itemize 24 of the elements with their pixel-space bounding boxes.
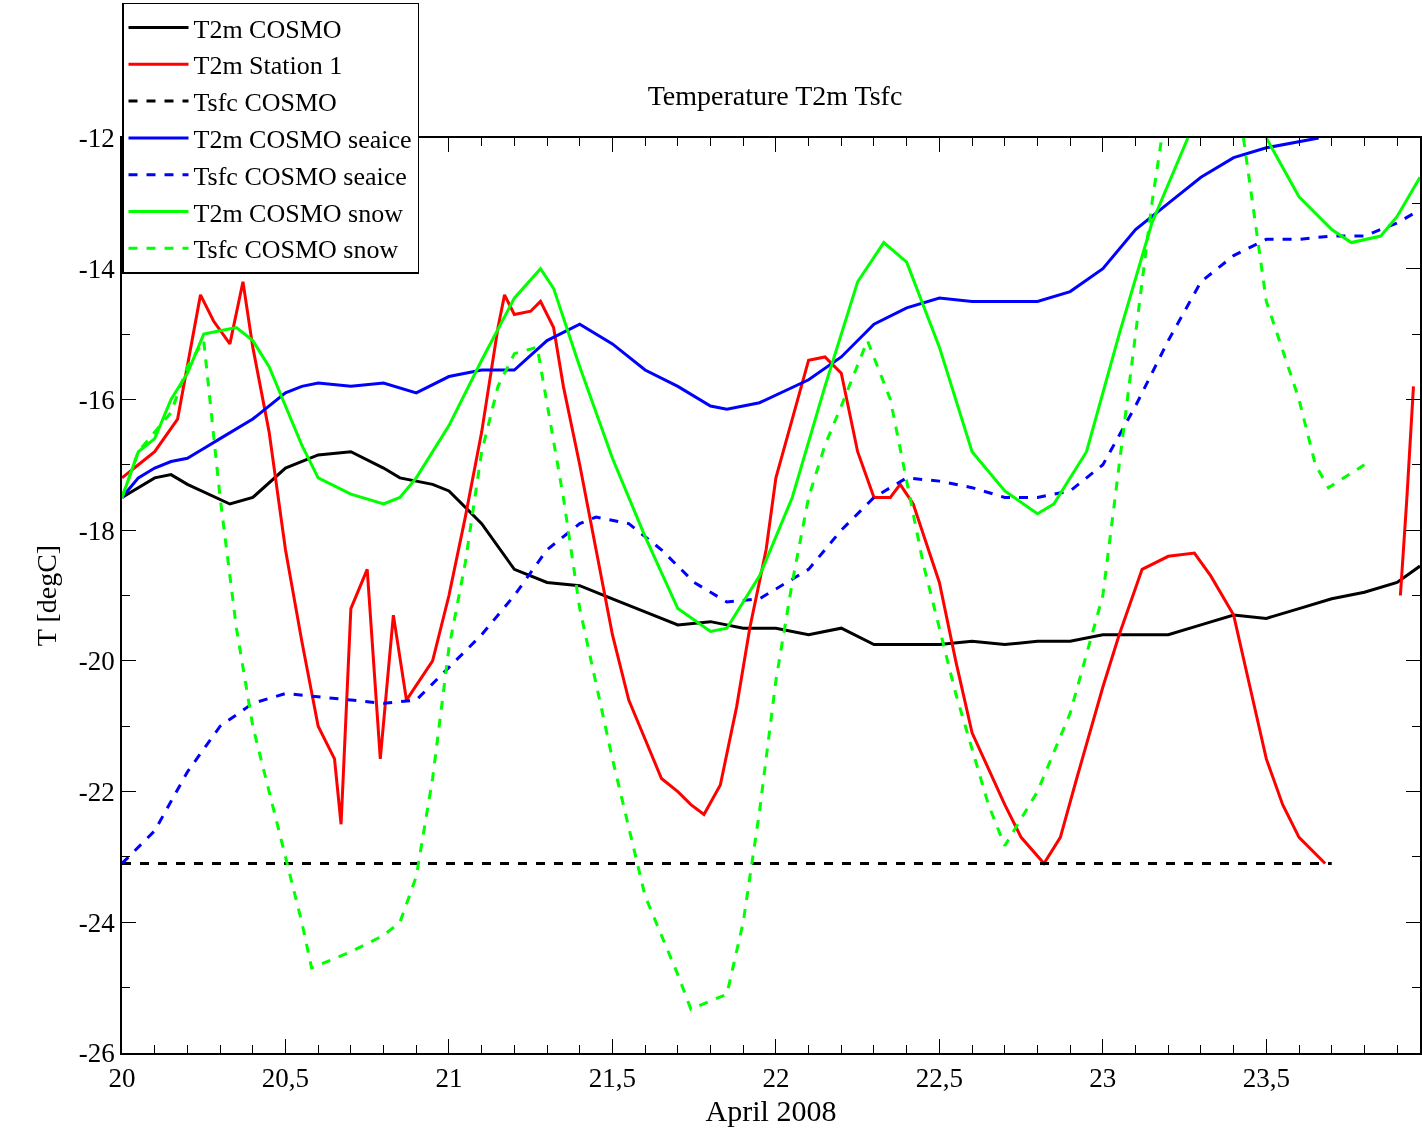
y-tick-label: -22 <box>78 777 115 808</box>
legend-label: Tsfc COSMO seaice <box>193 161 407 191</box>
x-axis-title: April 2008 <box>705 1094 837 1128</box>
x-tick-label: 21,5 <box>588 1063 637 1094</box>
y-tick-label: -14 <box>78 254 116 285</box>
y-tick-label: -18 <box>78 515 115 546</box>
x-tick-label: 23 <box>1089 1063 1117 1094</box>
legend-label: T2m COSMO seaice <box>193 125 412 155</box>
legend-label: T2m COSMO snow <box>193 198 404 228</box>
y-tick-label: -24 <box>78 907 116 938</box>
y-tick-label: -12 <box>78 123 115 154</box>
chart-title: Temperature T2m Tsfc <box>647 79 903 111</box>
y-tick-label: -20 <box>78 646 115 677</box>
x-tick-label: 23,5 <box>1242 1063 1290 1094</box>
legend-label: T2m Station 1 <box>193 51 343 81</box>
legend-label: Tsfc COSMO <box>193 88 337 118</box>
legend-label: T2m COSMO <box>193 14 342 44</box>
x-tick-label: 22 <box>762 1063 790 1094</box>
y-axis-title: T [degC] <box>31 544 63 647</box>
x-tick-label: 20,5 <box>261 1063 310 1094</box>
x-tick-label: 21 <box>435 1063 463 1094</box>
x-tick-label: 22,5 <box>915 1063 964 1094</box>
legend-label: Tsfc COSMO snow <box>193 235 399 265</box>
y-tick-label: -16 <box>78 384 115 415</box>
